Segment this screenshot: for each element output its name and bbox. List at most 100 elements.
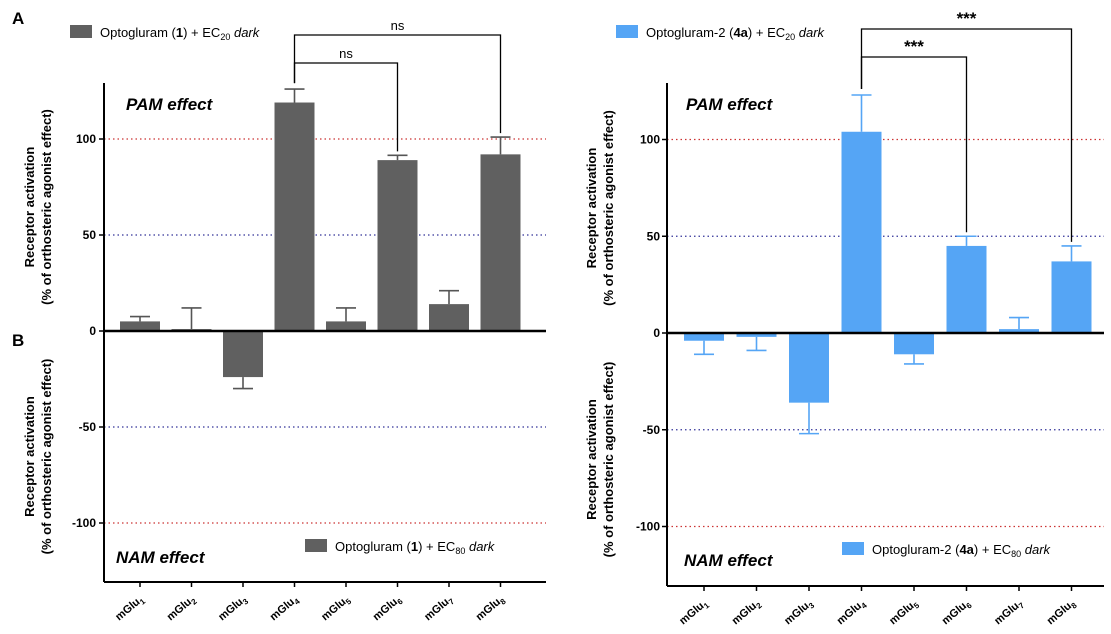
nam-effect-label: NAM effect bbox=[116, 548, 206, 567]
legend-paren-open: ( bbox=[951, 542, 960, 557]
x-tick-label: mGlu8 bbox=[474, 593, 508, 625]
legend-ec: EC bbox=[767, 25, 785, 40]
pam-bar-mglu1 bbox=[120, 321, 160, 331]
legend-condition: dark bbox=[469, 539, 496, 554]
x-tick-label-subscript: 5 bbox=[912, 601, 922, 611]
x-tick-label: mGlu1 bbox=[677, 597, 711, 629]
legend-paren-close: ) + bbox=[974, 542, 993, 557]
significance-bracket bbox=[293, 34, 502, 134]
pam-y-tick-label: 50 bbox=[83, 228, 97, 242]
pam-y-tick-label: 100 bbox=[76, 132, 96, 146]
legend-compound-number: 1 bbox=[176, 25, 183, 40]
y-axis-label-line1: Receptor activation bbox=[584, 399, 599, 520]
nam-y-tick-label: -50 bbox=[643, 423, 661, 437]
significance-label: *** bbox=[904, 37, 924, 56]
pam-bar-mglu6 bbox=[377, 160, 418, 331]
significance-label: ns bbox=[339, 46, 353, 61]
x-tick-label-subscript: 3 bbox=[807, 601, 817, 611]
x-tick-label: mGlu4 bbox=[268, 593, 302, 625]
pam-bar-mglu6 bbox=[946, 245, 987, 333]
pam-legend-swatch bbox=[616, 25, 638, 38]
nam-bar-mglu1 bbox=[684, 333, 724, 341]
nam-legend-swatch bbox=[842, 542, 864, 555]
x-tick-label: mGlu4 bbox=[835, 597, 869, 629]
legend-ec-subscript: 20 bbox=[220, 32, 230, 42]
chart-left-optogluram: mGlu1 mGlu2 mGlu3 mGlu4 mGlu5 mGlu6 mGlu7 mGlu8… bbox=[22, 18, 546, 625]
legend-condition: dark bbox=[799, 25, 826, 40]
pam-bar-mglu7 bbox=[429, 304, 469, 331]
legend-paren-open: ( bbox=[168, 25, 177, 40]
nam-y-axis-label: Receptor activation (% of orthosteric ago… bbox=[584, 362, 616, 558]
x-tick-label-subscript: 2 bbox=[190, 597, 200, 607]
nam-effect-label: NAM effect bbox=[684, 551, 774, 570]
legend-condition: dark bbox=[234, 25, 261, 40]
pam-y-axis-label: Receptor activation (% of orthosteric ago… bbox=[22, 109, 54, 305]
x-tick-label-subscript: 8 bbox=[1070, 601, 1080, 611]
x-tick-label: mGlu8 bbox=[1045, 597, 1079, 629]
x-tick-label: mGlu2 bbox=[730, 597, 764, 629]
pam-bar-mglu8 bbox=[1051, 261, 1092, 333]
legend-compound-number: 1 bbox=[411, 539, 418, 554]
nam-y-tick-label: -100 bbox=[72, 516, 96, 530]
legend-compound-number: 4a bbox=[733, 25, 748, 40]
pam-bar-mglu5 bbox=[326, 321, 366, 331]
x-tick-label: mGlu2 bbox=[165, 593, 199, 625]
x-tick-label-subscript: 6 bbox=[965, 601, 975, 611]
legend-name: Optogluram-2 bbox=[872, 542, 951, 557]
y-axis-label-line1: Receptor activation bbox=[584, 148, 599, 269]
x-tick-label-subscript: 7 bbox=[1017, 601, 1027, 611]
x-tick-label: mGlu7 bbox=[422, 593, 456, 625]
y-axis-label-line2: (% of orthosteric agonist effect) bbox=[39, 359, 54, 555]
legend-paren-close: ) + bbox=[183, 25, 202, 40]
pam-legend-text: Optogluram-2 (4a) + EC20 dark bbox=[646, 25, 826, 42]
nam-legend-text: Optogluram-2 (4a) + EC80 dark bbox=[872, 542, 1052, 559]
x-tick-label-subscript: 4 bbox=[293, 597, 303, 607]
x-tick-label-subscript: 1 bbox=[138, 597, 148, 607]
legend-ec: EC bbox=[437, 539, 455, 554]
legend-ec: EC bbox=[202, 25, 220, 40]
x-tick-label: mGlu3 bbox=[216, 593, 250, 625]
legend-paren-open: ( bbox=[403, 539, 412, 554]
nam-y-axis-label: Receptor activation (% of orthosteric ago… bbox=[22, 359, 54, 555]
nam-bar-mglu5 bbox=[894, 333, 934, 355]
pam-bar-mglu7 bbox=[999, 329, 1039, 333]
pam-y-tick-label: 0 bbox=[653, 326, 660, 340]
x-tick-label: mGlu5 bbox=[319, 593, 353, 625]
legend-name: Optogluram bbox=[335, 539, 403, 554]
x-tick-label-subscript: 2 bbox=[755, 601, 765, 611]
x-tick-label-subscript: 4 bbox=[860, 601, 870, 611]
legend-paren-close: ) + bbox=[418, 539, 437, 554]
significance-label: *** bbox=[957, 9, 977, 28]
nam-legend-text: Optogluram (1) + EC80 dark bbox=[335, 539, 496, 556]
pam-legend-text: Optogluram (1) + EC20 dark bbox=[100, 25, 261, 42]
y-axis-label-line1: Receptor activation bbox=[22, 147, 37, 268]
x-tick-label: mGlu6 bbox=[940, 597, 974, 629]
pam-effect-label: PAM effect bbox=[686, 95, 774, 114]
x-tick-label-subscript: 6 bbox=[396, 597, 406, 607]
pam-bar-mglu4 bbox=[841, 131, 882, 333]
panel-label-a: A bbox=[12, 9, 24, 28]
y-axis-label-line2: (% of orthosteric agonist effect) bbox=[601, 110, 616, 306]
nam-y-tick-label: -50 bbox=[79, 420, 97, 434]
chart-right-optogluram-2: mGlu1 mGlu2 mGlu3 mGlu4 mGlu5 mGlu6 mGlu7 mGlu8… bbox=[584, 9, 1104, 629]
x-tick-label: mGlu5 bbox=[887, 597, 921, 629]
nam-bar-mglu3 bbox=[789, 333, 829, 403]
legend-name: Optogluram-2 bbox=[646, 25, 725, 40]
legend-paren-open: ( bbox=[725, 25, 734, 40]
pam-effect-label: PAM effect bbox=[126, 95, 214, 114]
x-tick-label-subscript: 5 bbox=[344, 597, 354, 607]
legend-ec-subscript: 80 bbox=[1011, 549, 1021, 559]
pam-bar-mglu4 bbox=[274, 102, 315, 332]
legend-condition: dark bbox=[1025, 542, 1052, 557]
nam-legend-swatch bbox=[305, 539, 327, 552]
nam-bar-mglu2 bbox=[736, 333, 777, 337]
pam-y-axis-label: Receptor activation (% of orthosteric ago… bbox=[584, 110, 616, 306]
x-tick-label: mGlu6 bbox=[371, 593, 405, 625]
nam-bar-mglu3 bbox=[223, 331, 263, 378]
pam-y-tick-label: 50 bbox=[647, 229, 661, 243]
panel-label-b: B bbox=[12, 331, 24, 350]
x-tick-label-subscript: 8 bbox=[499, 597, 509, 607]
significance-bracket bbox=[860, 28, 1073, 242]
x-tick-label-subscript: 1 bbox=[702, 601, 712, 611]
